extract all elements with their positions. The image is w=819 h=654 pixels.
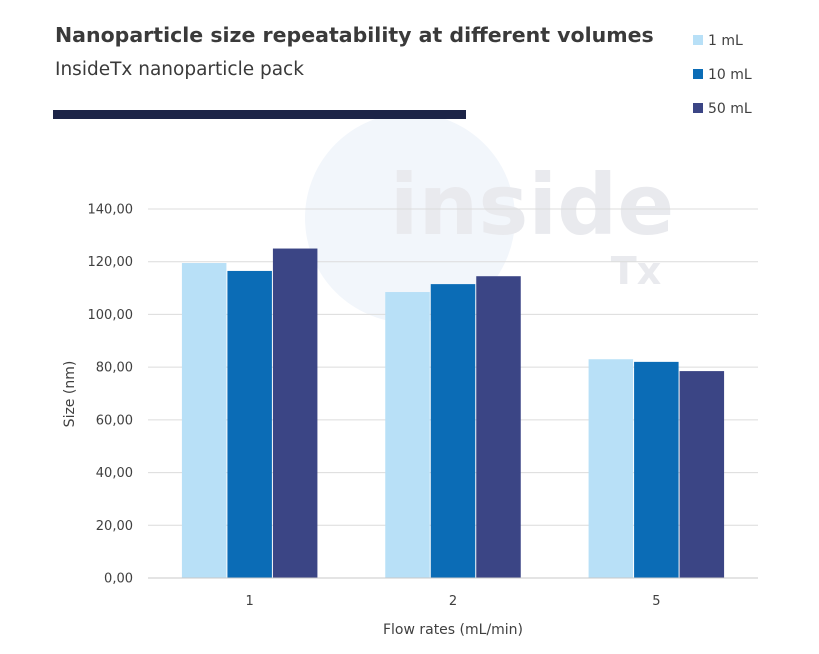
x-axis-ticks: 1 2 5 (246, 594, 661, 609)
bar-10ml-flow-5 (634, 361, 679, 578)
y-tick-label: 40,00 (96, 466, 133, 481)
legend-swatch-1ml (693, 35, 703, 45)
chart-subtitle: InsideTx nanoparticle pack (55, 59, 304, 80)
bars (181, 248, 725, 579)
bar-1ml-flow-2 (385, 292, 430, 578)
y-tick-label: 120,00 (88, 255, 134, 270)
y-tick-label: 0,00 (104, 572, 133, 587)
watermark-sub: Tx (611, 249, 661, 293)
bar-50ml-flow-2 (476, 276, 521, 578)
y-tick-label: 20,00 (96, 519, 133, 534)
bar-10ml-flow-1 (227, 270, 272, 578)
y-axis-ticks: 0,00 20,00 40,00 60,00 80,00 100,00 120,00 140,… (88, 203, 134, 587)
title-accent-bar (53, 110, 466, 119)
chart-title: Nanoparticle size repeatability at diffe… (55, 23, 654, 47)
y-tick-label: 80,00 (96, 361, 133, 376)
y-tick-label: 100,00 (88, 308, 134, 323)
x-tick-label: 5 (652, 594, 660, 609)
legend-label-10ml: 10 mL (708, 67, 752, 83)
bar-50ml-flow-5 (679, 371, 725, 578)
legend-swatch-50ml (693, 103, 703, 113)
watermark-word: inside (390, 156, 674, 254)
x-axis-title: Flow rates (mL/min) (383, 622, 523, 638)
legend: 1 mL 10 mL 50 mL (693, 33, 752, 117)
y-tick-label: 140,00 (88, 203, 134, 218)
x-tick-label: 1 (246, 594, 254, 609)
watermark: inside Tx (305, 113, 674, 323)
legend-label-1ml: 1 mL (708, 33, 743, 49)
y-tick-label: 60,00 (96, 413, 133, 428)
bar-10ml-flow-2 (430, 284, 476, 578)
x-tick-label: 2 (449, 594, 457, 609)
bar-1ml-flow-1 (181, 263, 227, 578)
y-axis-title: Size (nm) (62, 361, 78, 428)
legend-swatch-10ml (693, 69, 703, 79)
bar-1ml-flow-5 (588, 359, 634, 578)
legend-label-50ml: 50 mL (708, 101, 752, 117)
watermark-circle (305, 113, 515, 323)
bar-50ml-flow-1 (272, 248, 318, 579)
